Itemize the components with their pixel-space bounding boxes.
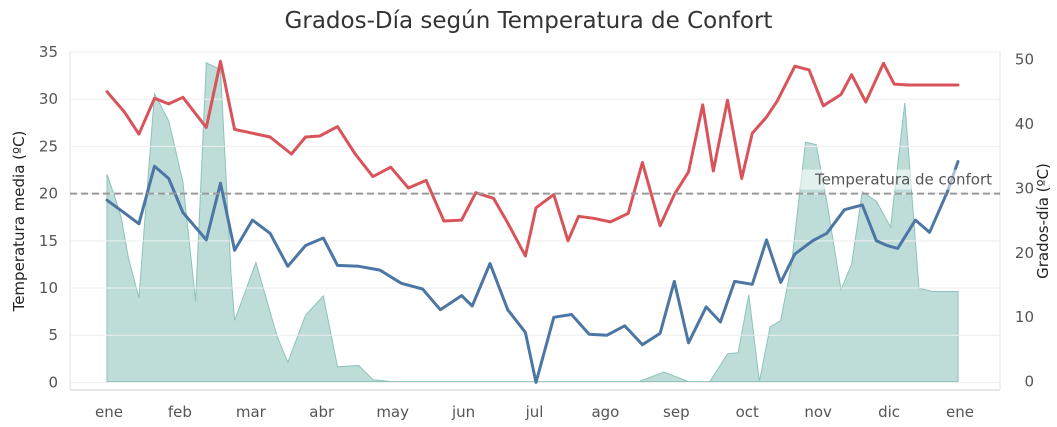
- y-left-tick-label: 0: [48, 373, 58, 391]
- y-left-tick-label: 25: [39, 137, 58, 155]
- line-0: [105, 59, 960, 258]
- x-tick-label: feb: [168, 403, 192, 421]
- y-left-axis-label: Temperatura media (ºC): [10, 131, 28, 313]
- y-right-tick-label: 20: [1015, 244, 1034, 262]
- x-tick-label: dic: [878, 403, 900, 421]
- y-right-tick-label: 30: [1015, 179, 1034, 197]
- y-right-tick-label: 40: [1015, 115, 1034, 133]
- chart-title: Grados-Día según Temperatura de Confort: [284, 8, 773, 34]
- x-tick-label: ene: [95, 403, 123, 421]
- x-tick-label: jul: [525, 403, 544, 421]
- x-tick-label: oct: [736, 403, 759, 421]
- x-tick-label: abr: [309, 403, 335, 421]
- y-right-tick-label: 50: [1015, 51, 1034, 69]
- x-tick-label: may: [376, 403, 409, 421]
- y-left-tick-label: 10: [39, 279, 58, 297]
- area-grados-dia: [106, 62, 959, 383]
- series-area-2: [106, 62, 959, 383]
- y-left-tick-label: 30: [39, 90, 58, 108]
- series-line-1: [105, 160, 960, 384]
- reference-label-bg: [800, 169, 996, 190]
- series-line-0: [105, 59, 960, 258]
- x-tick-label: nov: [804, 403, 832, 421]
- y-left-tick-label: 35: [39, 43, 58, 61]
- x-tick-label: jun: [451, 403, 475, 421]
- y-right-axis-label: Grados-día (ºC): [1034, 163, 1052, 279]
- x-tick-label: sep: [663, 403, 690, 421]
- x-tick-label: ene: [946, 403, 974, 421]
- y-right-tick-label: 0: [1024, 373, 1034, 391]
- reference-line-label: Temperatura de confort: [814, 171, 992, 189]
- y-left-tick-label: 20: [39, 185, 58, 203]
- y-right-tick-label: 10: [1015, 308, 1034, 326]
- y-left-tick-label: 15: [39, 232, 58, 250]
- line-1: [105, 160, 960, 384]
- x-tick-label: mar: [236, 403, 267, 421]
- x-tick-label: ago: [591, 403, 619, 421]
- y-left-tick-label: 5: [48, 326, 58, 344]
